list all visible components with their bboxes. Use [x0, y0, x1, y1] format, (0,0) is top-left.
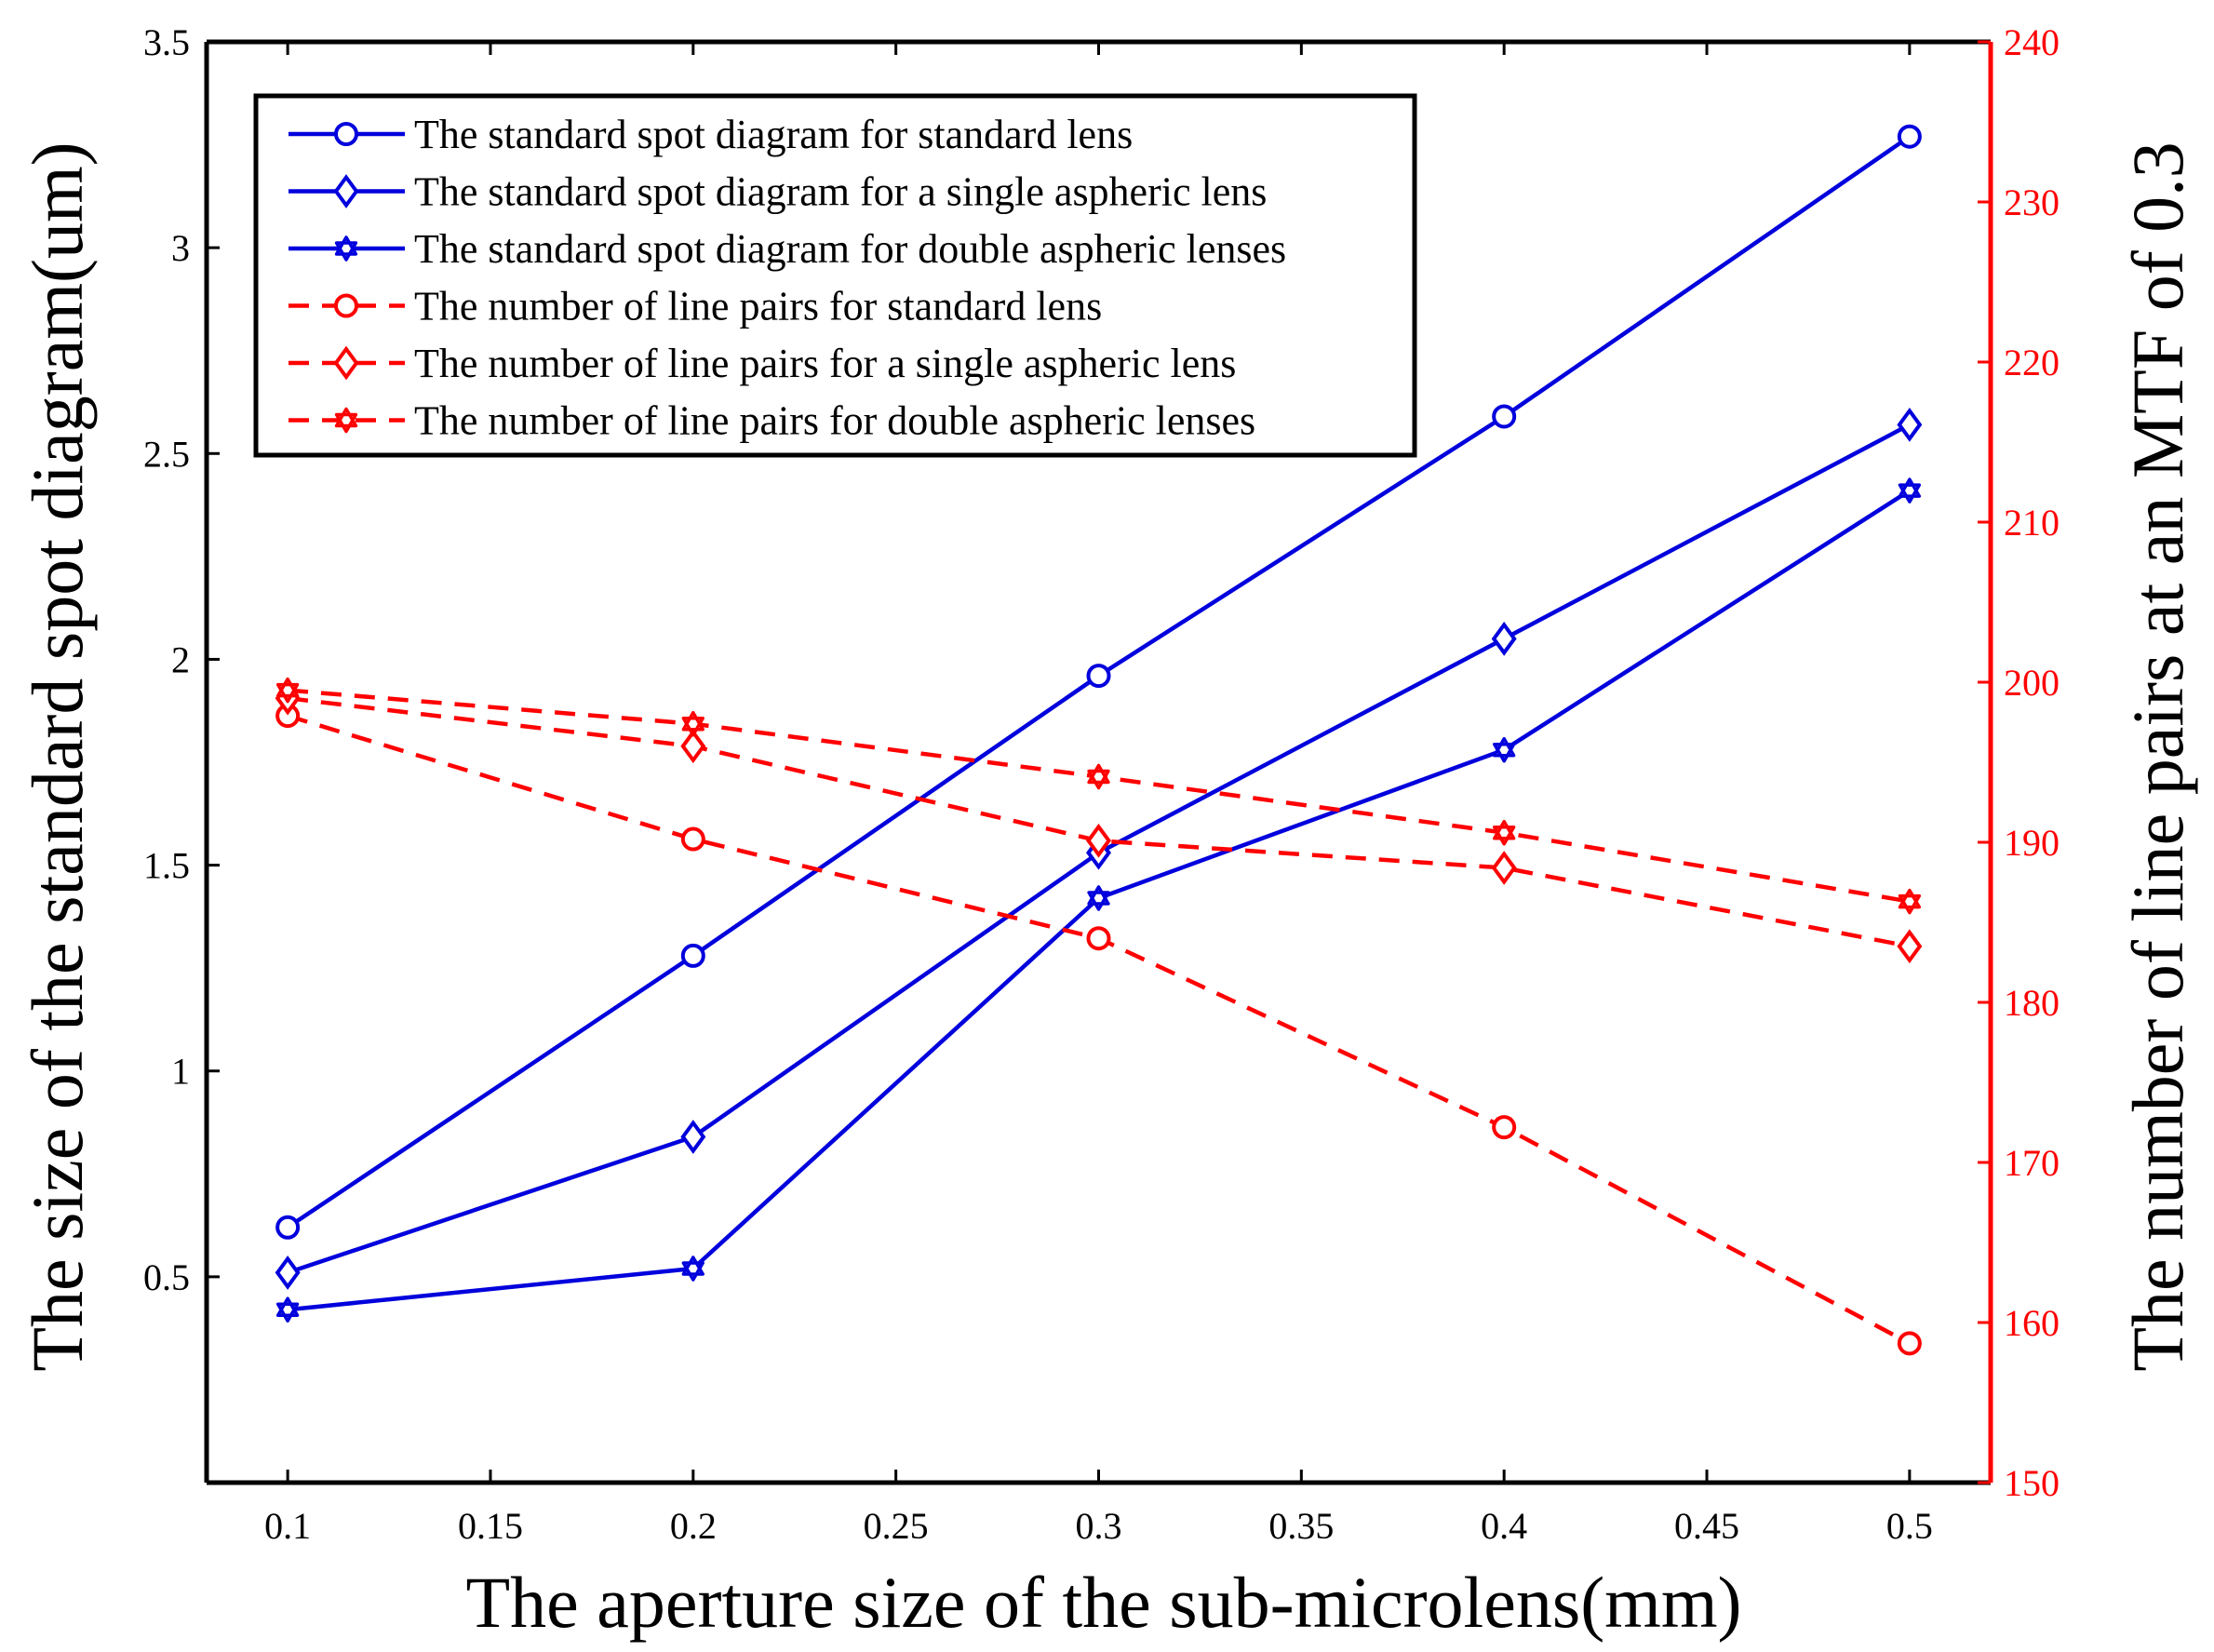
data-point: [275, 1256, 301, 1290]
y-right-tick-label: 170: [2004, 1142, 2060, 1184]
series-3: [275, 477, 1922, 1323]
y-left-tick-label: 2.5: [143, 433, 190, 475]
data-point: [680, 943, 705, 968]
legend-marker: [333, 174, 359, 208]
y-right-tick-label: 200: [2004, 662, 2060, 704]
x-tick-label: 0.35: [1268, 1505, 1334, 1547]
y-left-tick-label: 0.5: [143, 1256, 190, 1298]
legend-item: The standard spot diagram for standard l…: [288, 112, 1133, 157]
y-right-tick-label: 150: [2004, 1462, 2060, 1504]
series-5: [275, 680, 1923, 964]
legend-marker: [334, 407, 358, 434]
legend-label: The number of line pairs for double asph…: [414, 398, 1255, 444]
legend-label: The standard spot diagram for standard l…: [414, 112, 1133, 157]
series-layer: [275, 124, 1923, 1356]
legend-label: The number of line pairs for standard le…: [414, 284, 1102, 329]
data-point: [275, 677, 300, 704]
x-tick-label: 0.3: [1076, 1505, 1122, 1547]
y-left-tick-label: 1: [171, 1051, 190, 1093]
legend-marker: [333, 345, 359, 381]
data-point: [1491, 621, 1517, 656]
data-point: [680, 826, 705, 852]
x-tick-label: 0.25: [864, 1505, 929, 1547]
y-left-tick-label: 1.5: [143, 845, 190, 887]
legend: The standard spot diagram for standard l…: [253, 93, 1417, 458]
legend-label: The number of line pairs for a single as…: [414, 341, 1236, 386]
legend-box: [253, 93, 1417, 458]
series-line: [287, 695, 1911, 949]
y-left-tick-label: 2: [171, 638, 190, 680]
legend-marker: [334, 293, 358, 318]
data-point: [681, 710, 704, 737]
y-left-tick-label: 3: [171, 227, 190, 269]
y-right-tick-label: 230: [2004, 181, 2060, 223]
legend-label: The standard spot diagram for double asp…: [414, 226, 1286, 272]
legend-item: The number of line pairs for a single as…: [288, 341, 1236, 386]
data-point: [1897, 1331, 1922, 1356]
series-1: [275, 124, 1922, 1240]
series-4: [275, 704, 1922, 1356]
legend-item: The standard spot diagram for a single a…: [288, 169, 1267, 215]
data-point: [1898, 477, 1922, 504]
y-axis-title-left: The size of the standard spot diagram(um…: [17, 141, 98, 1371]
x-tick-label: 0.4: [1481, 1505, 1527, 1547]
legend-item: The number of line pairs for double asph…: [288, 398, 1255, 444]
data-point: [1087, 763, 1110, 790]
legend-label: The standard spot diagram for a single a…: [414, 169, 1267, 215]
legend-item: The number of line pairs for standard le…: [288, 284, 1102, 329]
data-point: [1493, 819, 1516, 846]
data-point: [1491, 851, 1517, 885]
legend-marker: [334, 122, 358, 146]
data-point: [1492, 404, 1517, 429]
data-point: [1492, 1115, 1517, 1140]
data-point: [1086, 823, 1111, 858]
y-right-tick-label: 160: [2004, 1302, 2060, 1344]
data-point: [681, 1256, 704, 1282]
y-axis-title-right: The number of line pairs at an MTF of 0.…: [2117, 141, 2198, 1371]
data-point: [1086, 926, 1111, 951]
series-6: [275, 677, 1922, 915]
y-right-tick-label: 210: [2004, 502, 2060, 544]
x-tick-label: 0.45: [1674, 1505, 1739, 1547]
data-point: [1897, 929, 1923, 964]
data-point: [1897, 407, 1923, 442]
y-right-tick-label: 190: [2004, 822, 2060, 864]
data-point: [275, 1215, 301, 1240]
data-point: [1493, 736, 1516, 763]
series-line: [287, 713, 1911, 1346]
data-point: [275, 1296, 300, 1323]
x-tick-label: 0.5: [1886, 1505, 1933, 1547]
x-tick-label: 0.2: [670, 1505, 717, 1547]
data-point: [1898, 888, 1922, 915]
axis-ticks: 0.1 0.15 0.2 0.25 0.3 0.35 0.4 0.45 0.50.511.522…: [143, 21, 2060, 1547]
data-point: [1897, 124, 1922, 149]
legend-item: The standard spot diagram for double asp…: [288, 226, 1286, 272]
data-point: [1086, 664, 1111, 689]
y-right-tick-label: 180: [2004, 982, 2060, 1024]
y-left-tick-label: 3.5: [143, 21, 190, 63]
x-tick-label: 0.1: [264, 1505, 311, 1547]
data-point: [680, 729, 706, 764]
y-right-tick-label: 220: [2004, 342, 2060, 383]
x-axis-title: The aperture size of the sub-microlens(m…: [466, 1562, 1742, 1643]
x-tick-label: 0.15: [458, 1505, 523, 1547]
y-right-tick-label: 240: [2004, 21, 2060, 63]
data-point: [680, 1120, 706, 1154]
legend-marker: [334, 235, 358, 262]
data-point: [1087, 885, 1110, 911]
